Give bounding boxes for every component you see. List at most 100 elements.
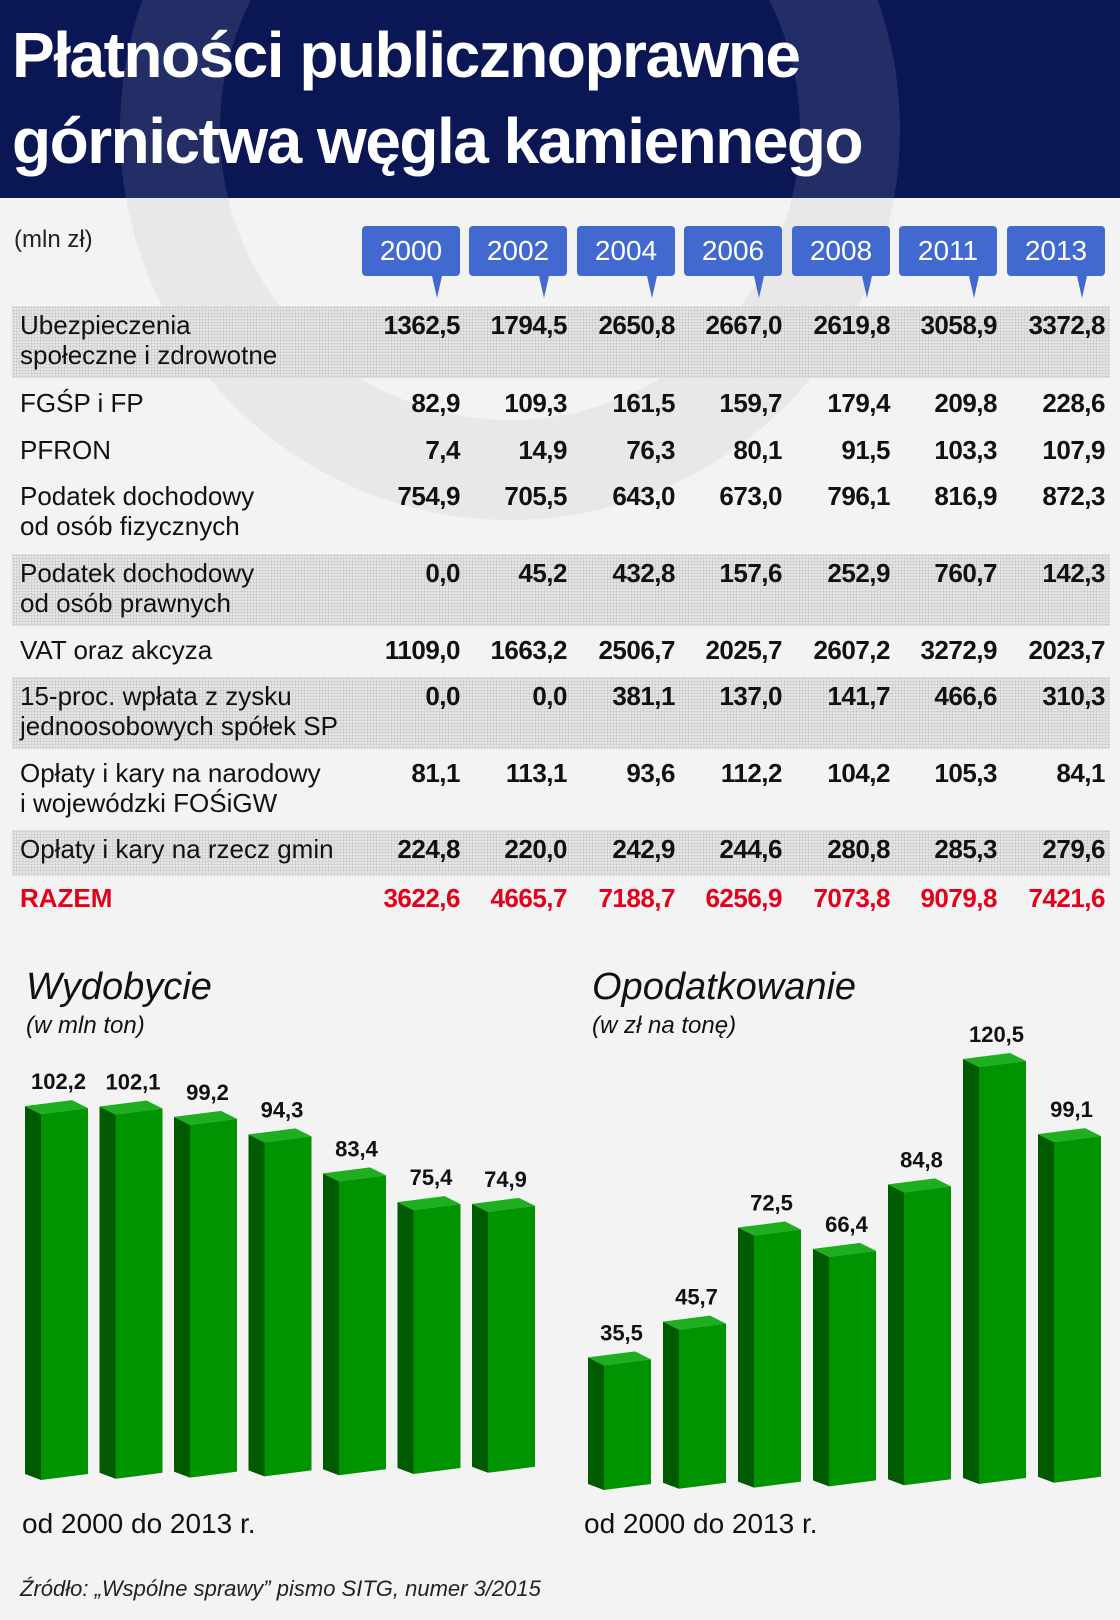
- cell-value: 0,0: [425, 558, 460, 588]
- bar-top: [25, 1100, 88, 1115]
- cell-value: 1794,5: [490, 310, 567, 340]
- cell-value: 3272,9: [920, 635, 997, 665]
- cell-value: 81,1: [411, 758, 460, 788]
- pointer-icon: [647, 276, 657, 298]
- cell-value: 244,6: [719, 834, 782, 864]
- cell-value: 104,2: [827, 758, 890, 788]
- chart-subtitle: (w mln ton): [26, 1012, 145, 1039]
- cell-value: 4665,7: [490, 883, 567, 913]
- bar-side: [99, 1106, 116, 1479]
- year-label: 2006: [701, 235, 765, 266]
- year-header: 2002: [469, 226, 567, 298]
- data-label: 94,3: [261, 1097, 304, 1122]
- row-label: Ubezpieczenia społeczne i zdrowotne: [20, 310, 278, 370]
- pointer-icon: [754, 276, 764, 298]
- cell-value: 2619,8: [813, 310, 890, 340]
- pointer-icon: [969, 276, 979, 298]
- pointer-icon: [862, 276, 872, 298]
- bar-top: [472, 1197, 535, 1212]
- bar: [41, 1108, 88, 1480]
- cell-value: 6256,9: [705, 883, 782, 913]
- cell-value: 2667,0: [705, 310, 782, 340]
- cell-value: 14,9: [518, 435, 567, 465]
- cell-value: 2023,7: [1028, 635, 1105, 665]
- chart-xlabel: od 2000 do 2013 r.: [584, 1508, 818, 1539]
- cell-value: 7073,8: [813, 883, 890, 913]
- row-label: FGŚP i FP: [20, 388, 144, 418]
- cell-value: 7,4: [425, 435, 460, 465]
- row-label: RAZEM: [20, 883, 113, 913]
- bar: [1054, 1136, 1101, 1483]
- cell-value: 1663,2: [490, 635, 567, 665]
- cell-value: 161,5: [612, 388, 675, 418]
- cell-value: 310,3: [1042, 681, 1105, 711]
- data-label: 120,5: [969, 1022, 1024, 1047]
- bar-side: [663, 1321, 679, 1489]
- cell-value: 159,7: [719, 388, 782, 418]
- cell-value: 1109,0: [384, 635, 461, 665]
- data-label: 45,7: [675, 1285, 718, 1310]
- data-label: 102,1: [105, 1069, 160, 1094]
- cell-value: 84,1: [1056, 758, 1105, 788]
- bar-side: [888, 1184, 904, 1486]
- row-label: VAT oraz akcyza: [20, 635, 213, 665]
- table-row: 15-proc. wpłata z zysku jednoosobowych s…: [12, 677, 1110, 749]
- cell-value: 673,0: [719, 481, 782, 511]
- bar: [190, 1118, 237, 1478]
- data-label: 66,4: [825, 1212, 869, 1237]
- bar: [115, 1108, 163, 1479]
- page-title: Płatności publicznoprawne górnictwa węgl…: [12, 12, 864, 184]
- bar-side: [248, 1134, 265, 1477]
- chart-subtitle: (w zł na tonę): [592, 1012, 737, 1039]
- bar-top: [738, 1221, 801, 1236]
- cell-value: 105,3: [934, 758, 997, 788]
- pointer-icon: [1077, 276, 1087, 298]
- row-label: Opłaty i kary na rzecz gmin: [20, 834, 334, 864]
- year-header: 2006: [684, 226, 782, 298]
- pointer-icon: [432, 276, 442, 298]
- cell-value: 142,3: [1042, 558, 1105, 588]
- cell-value: 754,9: [397, 481, 460, 511]
- cell-value: 796,1: [827, 481, 890, 511]
- year-header: 2000: [362, 226, 460, 298]
- table-row: Ubezpieczenia społeczne i zdrowotne 1362,…: [12, 306, 1110, 378]
- bar-top: [888, 1178, 951, 1193]
- bar: [413, 1204, 461, 1474]
- bar-side: [397, 1202, 414, 1474]
- year-header: 2011: [899, 226, 997, 298]
- bar-side: [1038, 1134, 1054, 1483]
- cell-value: 381,1: [612, 681, 675, 711]
- cell-value: 2650,8: [598, 310, 675, 340]
- decorative-ring: [120, 0, 900, 198]
- bar: [904, 1186, 951, 1486]
- data-label: 99,1: [1050, 1097, 1093, 1122]
- table-row: VAT oraz akcyza 1109,0 1663,2 2506,7 2025,7 2…: [12, 631, 1110, 673]
- cell-value: 242,9: [612, 834, 675, 864]
- bar-top: [323, 1167, 386, 1182]
- cell-value: 2025,7: [705, 635, 782, 665]
- cell-value: 3622,6: [383, 883, 460, 913]
- bar-side: [25, 1106, 41, 1480]
- bar-side: [588, 1357, 604, 1490]
- data-label: 99,2: [186, 1080, 229, 1105]
- data-label: 102,2: [31, 1069, 86, 1094]
- data-label: 83,4: [335, 1136, 379, 1161]
- cell-value: 252,9: [827, 558, 890, 588]
- cell-value: 209,8: [934, 388, 997, 418]
- bar-side: [174, 1116, 190, 1478]
- cell-value: 103,3: [934, 435, 997, 465]
- year-label: 2000: [379, 235, 443, 266]
- data-label: 72,5: [750, 1191, 793, 1216]
- cell-value: 220,0: [504, 834, 567, 864]
- bar-top: [174, 1110, 237, 1125]
- cell-value: 45,2: [518, 558, 567, 588]
- chart-title: Opodatkowanie: [592, 966, 857, 1008]
- year-header: 2004: [577, 226, 675, 298]
- table-unit: (mln zł): [14, 226, 93, 253]
- table-row: Podatek dochodowy od osób fizycznych 754,…: [12, 477, 1110, 549]
- cell-value: 280,8: [827, 834, 890, 864]
- pointer-icon: [539, 276, 549, 298]
- cell-value: 7188,7: [598, 883, 675, 913]
- cell-value: 2506,7: [598, 635, 675, 665]
